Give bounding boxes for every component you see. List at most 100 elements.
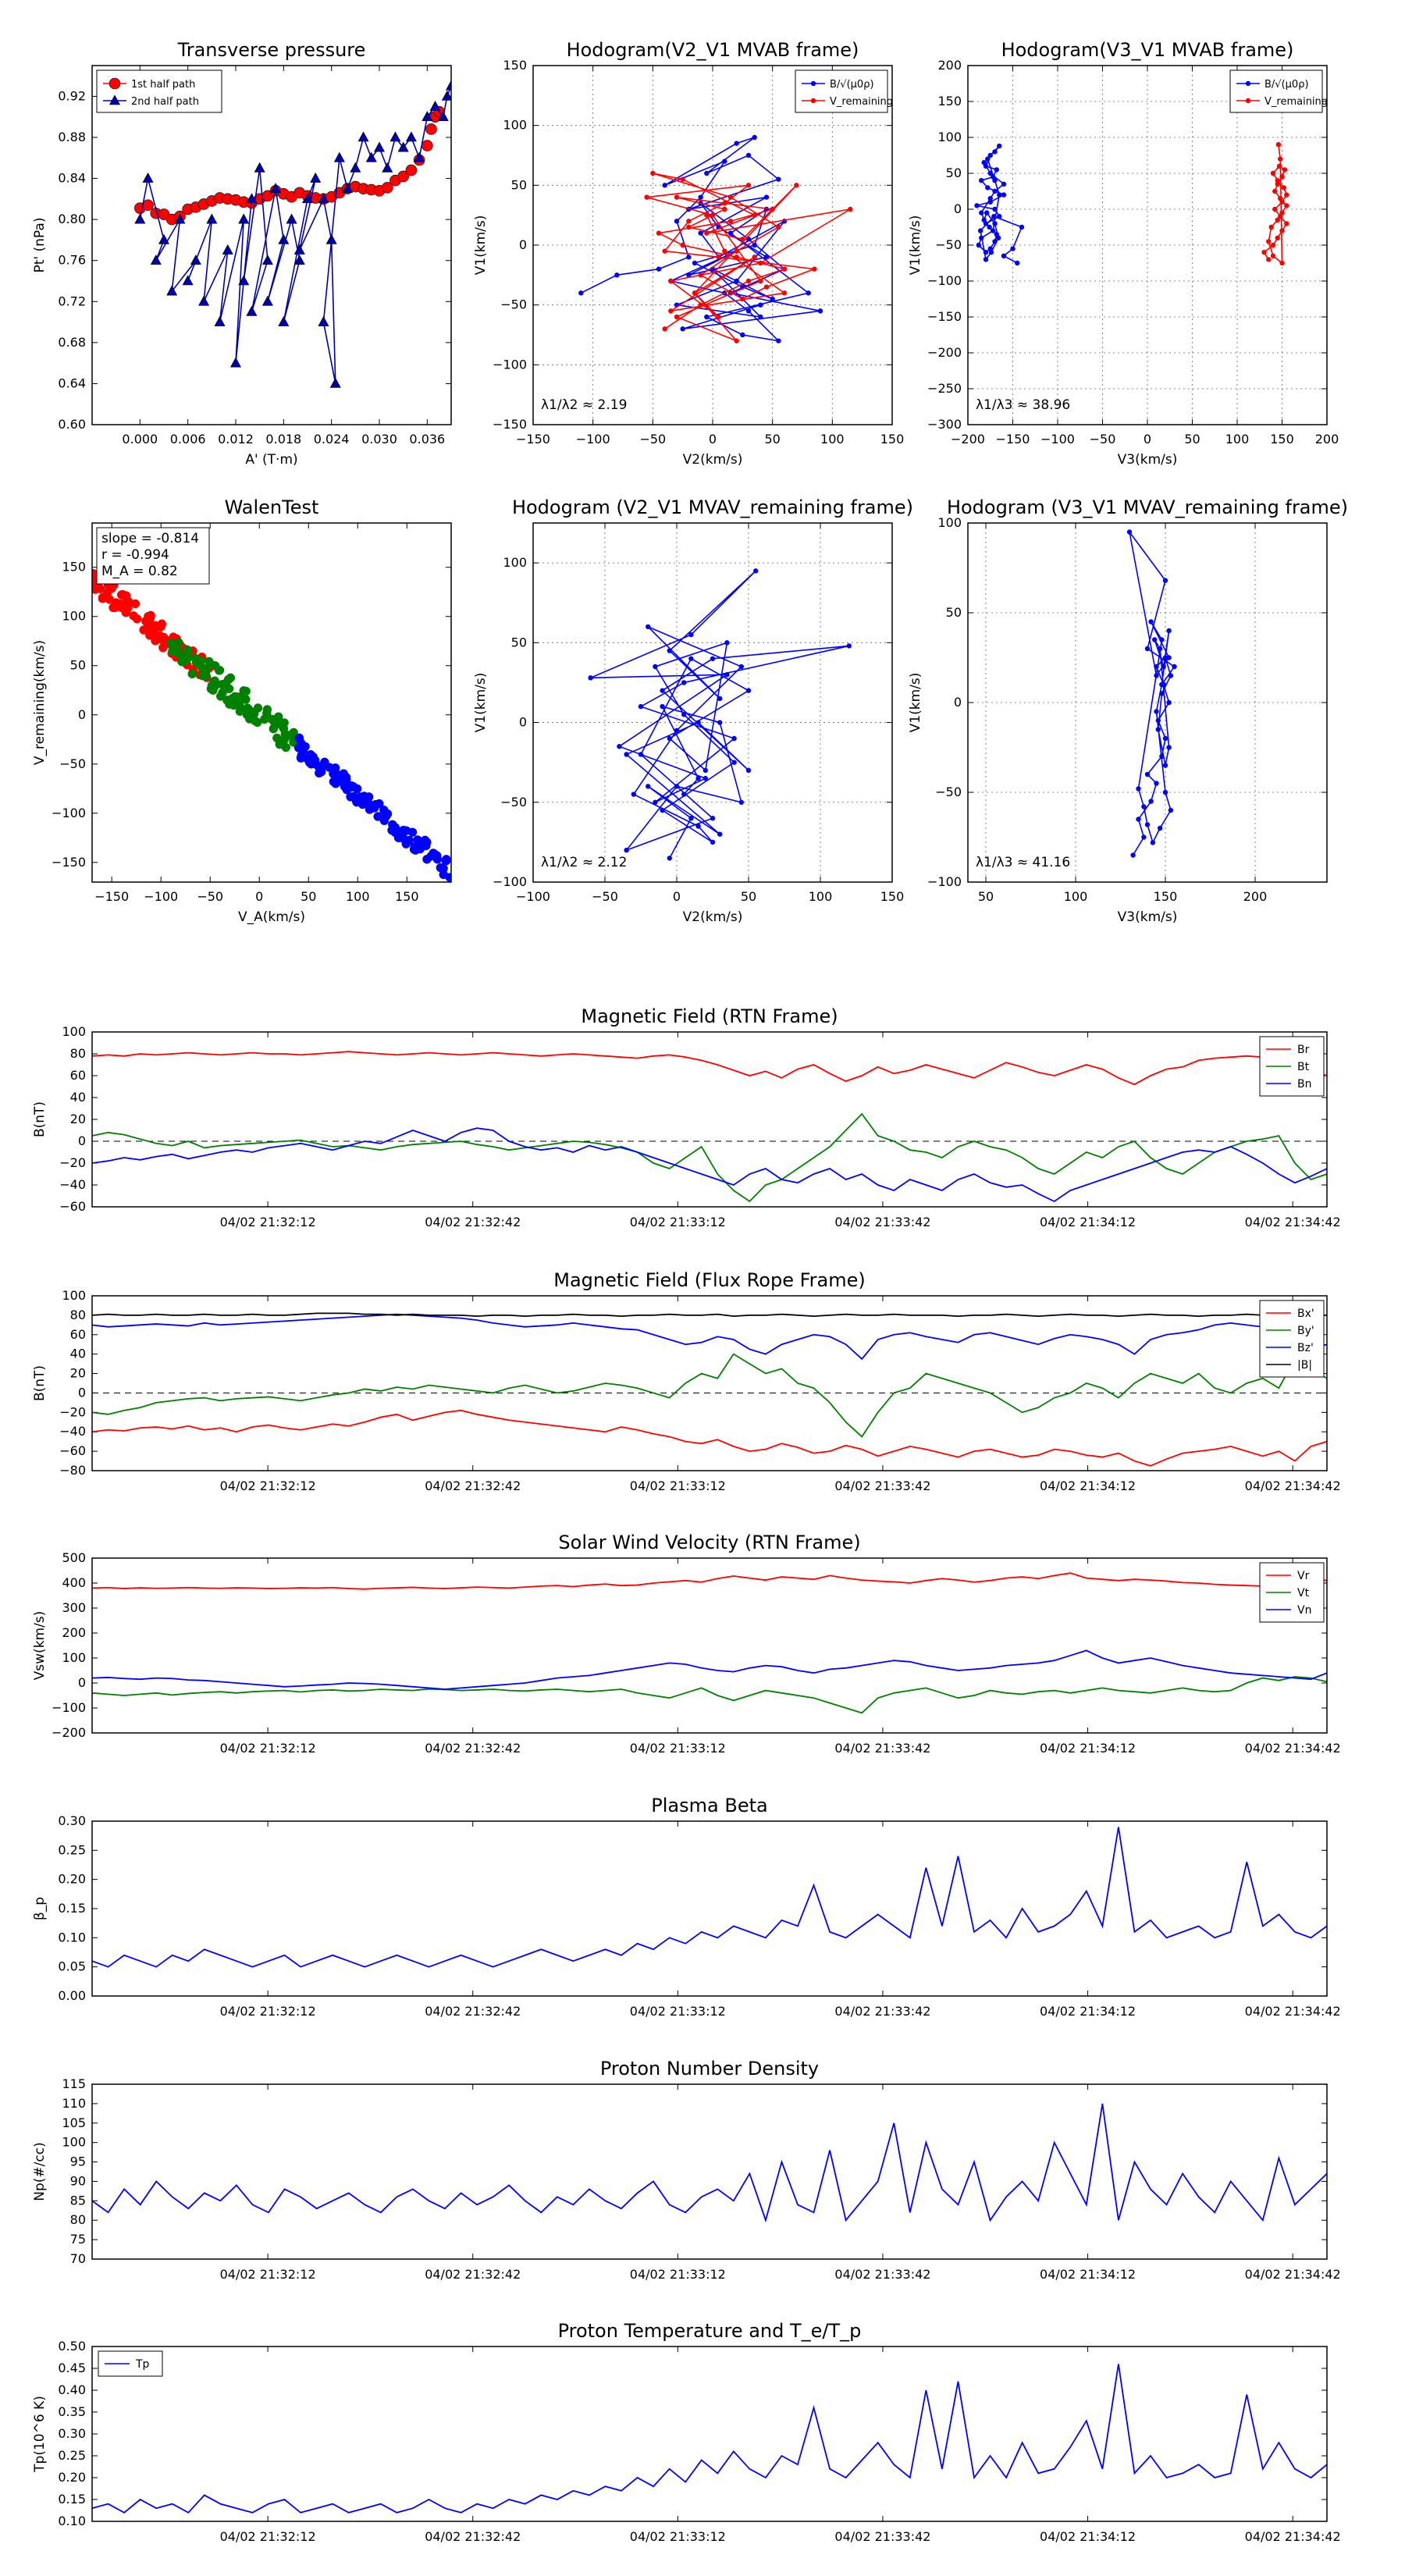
bfield-ytick-label: −20 [59, 1155, 86, 1170]
h1-point [698, 272, 703, 278]
tp-ytick-label: 0.76 [58, 253, 86, 268]
tpr-axes-frame [91, 2346, 1328, 2522]
h2-point [987, 199, 993, 205]
h1-point [740, 332, 745, 338]
walen-stat: r = -0.994 [101, 547, 169, 563]
np-ytick-label: 95 [70, 2154, 86, 2169]
walen-point [182, 656, 191, 665]
h2-point [1010, 246, 1016, 251]
tp-point [414, 151, 425, 162]
walen-point [373, 812, 382, 821]
bfr-ytick-label: 60 [70, 1327, 86, 1342]
h2-point [992, 178, 998, 183]
h4-ytick-label: 0 [954, 695, 962, 710]
h1-point [763, 194, 770, 200]
tp-xtick-label: 0.036 [409, 432, 445, 447]
h3-point [653, 664, 658, 670]
walen-point [336, 777, 346, 786]
h1-point [722, 158, 727, 164]
tp-legend-marker [108, 94, 121, 105]
h3-point [646, 784, 651, 789]
tp-legend-label: 2nd half path [131, 96, 199, 108]
np-xtick-label: 04/02 21:32:12 [220, 2267, 316, 2282]
tpr-ytick-label: 0.45 [58, 2361, 86, 2375]
h4-point [1152, 637, 1158, 642]
h4-point [1126, 529, 1133, 535]
h3-point [660, 703, 665, 710]
h3-point [667, 648, 672, 653]
walen-xtick-label: 150 [395, 889, 419, 904]
bfield-xtick-label: 04/02 21:33:42 [834, 1215, 930, 1229]
h2-point [1279, 210, 1285, 215]
tpr-ytick-label: 0.30 [58, 2426, 86, 2441]
h2-point [991, 228, 996, 233]
h2-point [985, 156, 991, 162]
tp-point [437, 111, 449, 122]
h1-point [745, 278, 752, 284]
tp-point [182, 275, 194, 286]
walen-point [111, 598, 121, 607]
h3-ytick-label: −100 [493, 874, 527, 889]
bfr-xtick-label: 04/02 21:33:42 [834, 1478, 930, 1493]
beta-series-beta [91, 1827, 1328, 1968]
h2-legend-marker [1245, 80, 1251, 87]
h3-series-line-0 [590, 570, 849, 859]
h3-point [717, 831, 723, 837]
tp-ytick-label: 0.60 [58, 417, 86, 432]
h2-point [1275, 181, 1280, 187]
walen-ytick-label: −150 [52, 855, 86, 870]
tp-point [158, 208, 170, 220]
h1-point [770, 206, 775, 212]
h4-point [1168, 807, 1174, 813]
h2-point [979, 178, 984, 183]
tpr-series-tp [91, 2364, 1328, 2514]
h4-point [1159, 691, 1165, 696]
tp-point [229, 357, 242, 368]
h2-point [1268, 224, 1274, 230]
tp-xtick-label: 0.018 [265, 432, 301, 447]
h2-xtick-label: −100 [1040, 432, 1075, 447]
h2-point [1001, 253, 1007, 258]
h3-point [738, 799, 744, 805]
h3-plot-area [588, 568, 852, 861]
h3-point [702, 767, 708, 774]
h3-point [617, 744, 622, 749]
bfr-ytick-label: −80 [59, 1463, 86, 1478]
h2-xtick-label: −200 [951, 432, 985, 447]
tp-point [158, 233, 170, 244]
h1-point [758, 302, 763, 308]
tp-title: Transverse pressure [177, 39, 366, 61]
walen-point [253, 703, 263, 713]
h2-point [985, 185, 991, 190]
h2-point [992, 206, 998, 212]
bfield-ytick-label: 40 [70, 1090, 86, 1105]
h1-point [686, 219, 692, 224]
h1-point [758, 260, 763, 266]
h1-legend-label: V_remaining [830, 96, 893, 108]
walen-point [306, 749, 315, 760]
walen-point [98, 592, 108, 603]
h2-xtick-label: −150 [996, 432, 1030, 447]
h4-xtick-label: 100 [1064, 889, 1088, 904]
np-ytick-label: 85 [70, 2193, 86, 2208]
h1-point [686, 272, 692, 278]
np-series-np [91, 2103, 1328, 2223]
h3-title: Hodogram (V2_V1 MVAV_remaining frame) [512, 496, 913, 518]
h3-chart: −100 −50 0 50 100 150 −100 −50 0 50 100 Hodogram (V… [473, 496, 913, 925]
h1-series-line-0 [580, 137, 821, 342]
tp-point [318, 193, 329, 204]
np-ytick-label: 90 [70, 2173, 86, 2188]
h1-point [812, 266, 817, 272]
tp-point [150, 254, 162, 265]
h1-point [758, 314, 763, 320]
h1-xtick-label: −150 [516, 432, 550, 447]
tp-ytick-label: 0.84 [58, 171, 86, 186]
walen-title: WalenTest [225, 496, 319, 518]
h2-legend-label: V_remaining [1264, 96, 1328, 108]
h2-xlabel: V3(km/s) [1118, 452, 1178, 468]
h2-point [1284, 221, 1289, 226]
h4-xtick-label: 150 [1154, 889, 1178, 904]
np-title: Proton Number Density [600, 2058, 819, 2080]
h3-point [638, 703, 644, 710]
